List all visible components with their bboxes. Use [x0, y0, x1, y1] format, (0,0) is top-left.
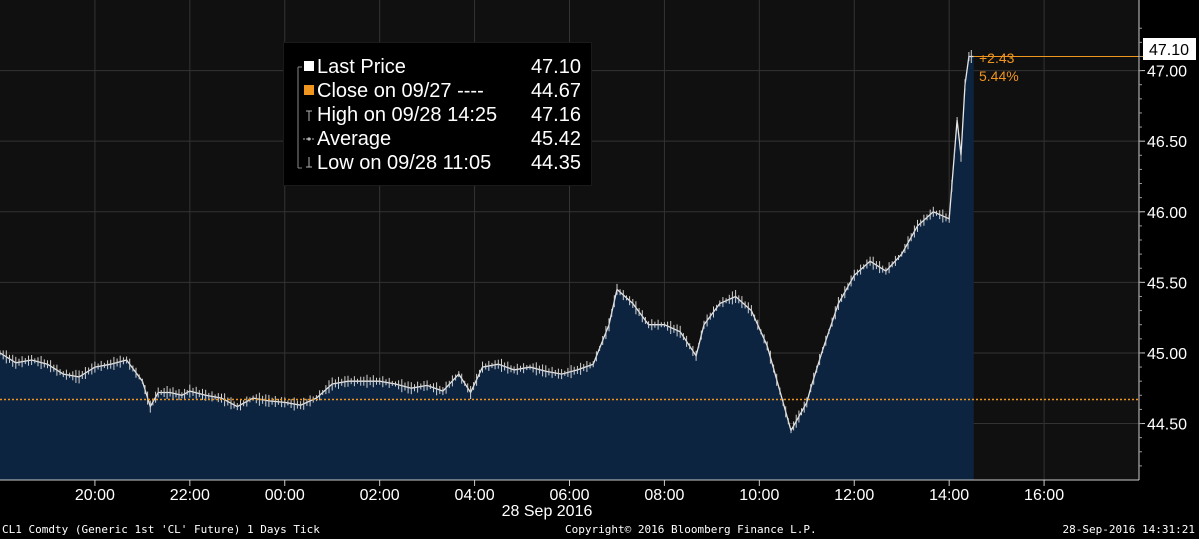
legend-value: 44.35 [530, 152, 581, 174]
footer-timestamp: 28-Sep-2016 14:31:21 [1062, 523, 1195, 536]
x-tick-label: 06:00 [549, 487, 589, 504]
legend-label: Last Price [317, 56, 406, 78]
legend-label: Low on 09/28 11:05 [317, 152, 492, 174]
footer-bar: CL1 Comdty (Generic 1st 'CL' Future) 1 D… [0, 521, 1199, 539]
y-axis-ticks: 44.50 45.00 45.50 46.00 46.50 47.00 [1139, 27, 1187, 467]
legend-value: 47.10 [530, 56, 581, 78]
y-tick-label: 44.50 [1147, 417, 1187, 434]
x-axis-label: 28 Sep 2016 [502, 503, 593, 520]
x-axis-ticks: 20:00 22:00 00:00 02:00 04:00 06:00 08:00 10:00… [75, 480, 1064, 504]
x-tick-label: 08:00 [644, 487, 684, 504]
legend-bracket [297, 66, 302, 169]
x-tick-label: 16:00 [1024, 487, 1064, 504]
chart-legend: Last Price 47.10 Close on 09/27 ---- 44.… [283, 42, 592, 186]
footer-copyright: Copyright© 2016 Bloomberg Finance L.P. [565, 523, 817, 536]
last-price-badge-text: 47.10 [1149, 42, 1189, 59]
y-tick-label: 47.00 [1147, 64, 1187, 81]
y-tick-label: 45.50 [1147, 275, 1187, 292]
x-tick-label: 14:00 [929, 487, 969, 504]
low-marker-icon [306, 157, 312, 168]
high-marker-icon [306, 110, 312, 121]
legend-value: 45.42 [530, 128, 581, 150]
x-tick-label: 10:00 [739, 487, 779, 504]
x-tick-label: 04:00 [455, 487, 495, 504]
y-tick-label: 46.00 [1147, 205, 1187, 222]
footer-security-info: CL1 Comdty (Generic 1st 'CL' Future) 1 D… [2, 523, 320, 536]
average-marker-icon [303, 137, 315, 141]
x-tick-label: 12:00 [834, 487, 874, 504]
x-tick-label: 00:00 [265, 487, 305, 504]
last-price-badge [1143, 38, 1196, 60]
orange-square-icon [304, 85, 314, 95]
legend-item-close: Close on 09/27 ---- 44.67 [284, 79, 593, 103]
legend-item-high: High on 09/28 14:25 47.16 [284, 103, 593, 127]
price-chart: 44.50 45.00 45.50 46.00 46.50 47.00 20:00 22:0… [0, 0, 1196, 520]
y-tick-label: 46.50 [1147, 134, 1187, 151]
x-tick-label: 20:00 [75, 487, 115, 504]
x-tick-label: 02:00 [360, 487, 400, 504]
change-absolute: +2.43 [979, 50, 1015, 66]
legend-item-low: Low on 09/28 11:05 44.35 [284, 151, 593, 175]
price-area [0, 56, 974, 480]
legend-label: High on 09/28 14:25 [317, 104, 498, 126]
legend-value: 47.16 [530, 104, 581, 126]
legend-label: Close on 09/27 ---- [317, 80, 484, 102]
legend-item-last-price: Last Price 47.10 [284, 55, 593, 79]
price-line [0, 55, 974, 433]
x-tick-label: 22:00 [170, 487, 210, 504]
legend-item-average: Average 45.42 [284, 127, 593, 151]
y-tick-label: 45.00 [1147, 346, 1187, 363]
legend-value: 44.67 [530, 80, 581, 102]
change-percent: 5.44% [979, 68, 1019, 84]
white-square-icon [304, 61, 314, 71]
legend-label: Average [317, 128, 392, 150]
